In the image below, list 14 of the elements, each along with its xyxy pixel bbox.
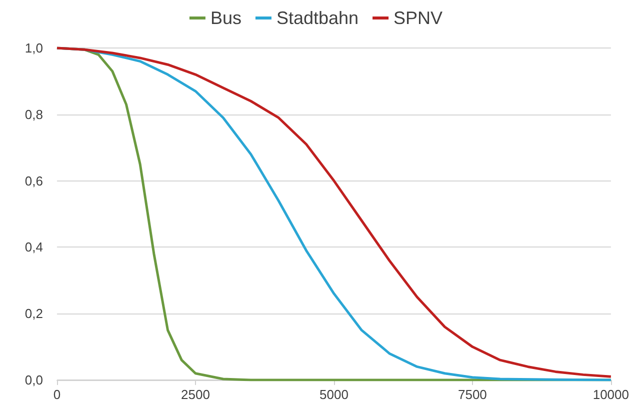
legend-label: Bus [210, 8, 242, 28]
x-tick-label: 2500 [181, 387, 210, 402]
y-tick-label: 0,2 [24, 306, 43, 322]
y-tick-label: 0,0 [24, 372, 43, 388]
y-tick-label: 0,6 [24, 173, 43, 188]
y-tick-label: 1,0 [24, 40, 43, 56]
y-tick-label: 0,4 [24, 240, 43, 255]
legend-label: Stadtbahn [276, 8, 359, 28]
x-tick-label: 10000 [592, 387, 630, 402]
y-tick-label: 0,8 [24, 106, 43, 122]
x-tick-label: 0 [53, 387, 61, 402]
legend-label: SPNV [394, 8, 443, 28]
x-tick-label: 7500 [458, 387, 487, 402]
x-tick-label: 5000 [320, 387, 348, 402]
